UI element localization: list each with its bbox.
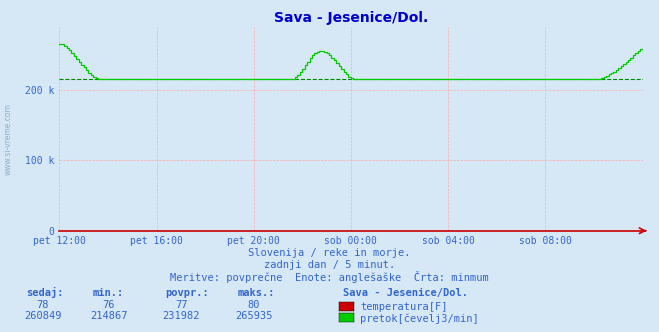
Text: sedaj:: sedaj: xyxy=(26,287,64,298)
Text: pretok[čevelj3/min]: pretok[čevelj3/min] xyxy=(360,313,479,324)
Text: Slovenija / reke in morje.: Slovenija / reke in morje. xyxy=(248,248,411,258)
Text: 260849: 260849 xyxy=(24,311,61,321)
Text: 231982: 231982 xyxy=(163,311,200,321)
Text: www.si-vreme.com: www.si-vreme.com xyxy=(3,104,13,175)
Text: zadnji dan / 5 minut.: zadnji dan / 5 minut. xyxy=(264,260,395,270)
Text: povpr.:: povpr.: xyxy=(165,288,208,298)
Text: Meritve: povprečne  Enote: anglešaške  Črta: minmum: Meritve: povprečne Enote: anglešaške Črt… xyxy=(170,271,489,283)
Text: temperatura[F]: temperatura[F] xyxy=(360,302,448,312)
Text: 76: 76 xyxy=(103,300,115,310)
Text: 265935: 265935 xyxy=(235,311,272,321)
Text: 80: 80 xyxy=(248,300,260,310)
Text: Sava - Jesenice/Dol.: Sava - Jesenice/Dol. xyxy=(343,288,468,298)
Title: Sava - Jesenice/Dol.: Sava - Jesenice/Dol. xyxy=(273,11,428,25)
Text: 214867: 214867 xyxy=(90,311,127,321)
Text: min.:: min.: xyxy=(92,288,123,298)
Text: 77: 77 xyxy=(175,300,187,310)
Text: 78: 78 xyxy=(37,300,49,310)
Text: maks.:: maks.: xyxy=(237,288,275,298)
